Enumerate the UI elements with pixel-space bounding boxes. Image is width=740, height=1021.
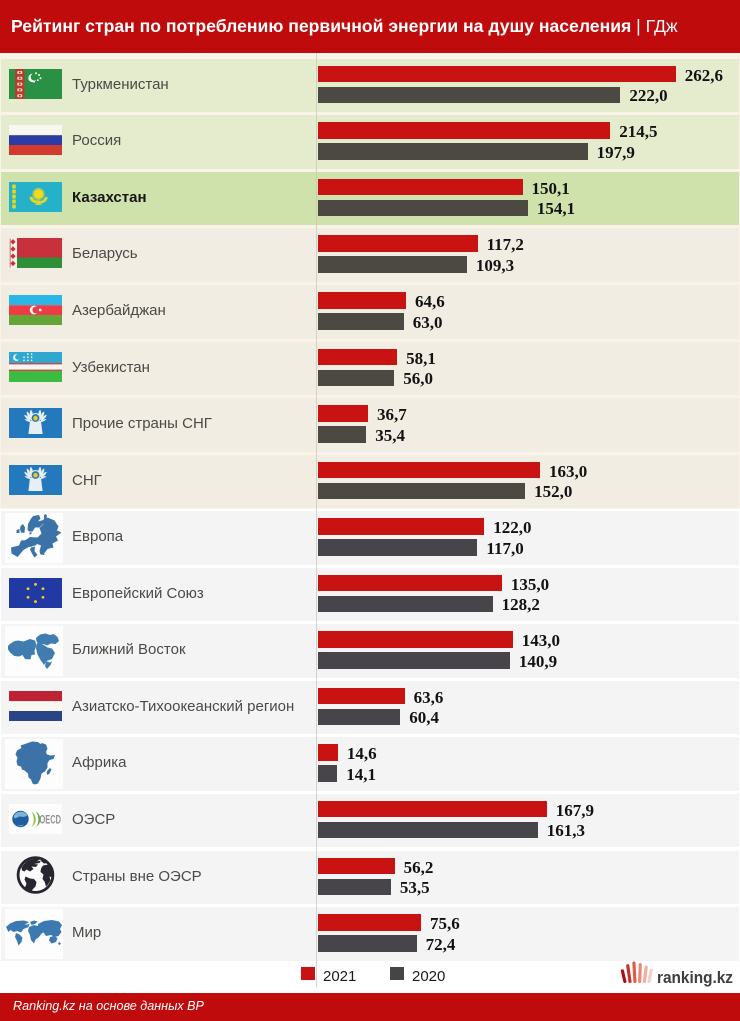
svg-text:OECD: OECD bbox=[40, 814, 62, 826]
svg-text:ranking.kz: ranking.kz bbox=[657, 968, 733, 987]
